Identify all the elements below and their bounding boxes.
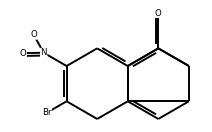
Text: O: O [30,30,37,39]
Text: O: O [20,49,26,58]
Text: N: N [40,48,47,57]
Text: Br: Br [42,108,52,117]
Text: O: O [155,9,162,18]
